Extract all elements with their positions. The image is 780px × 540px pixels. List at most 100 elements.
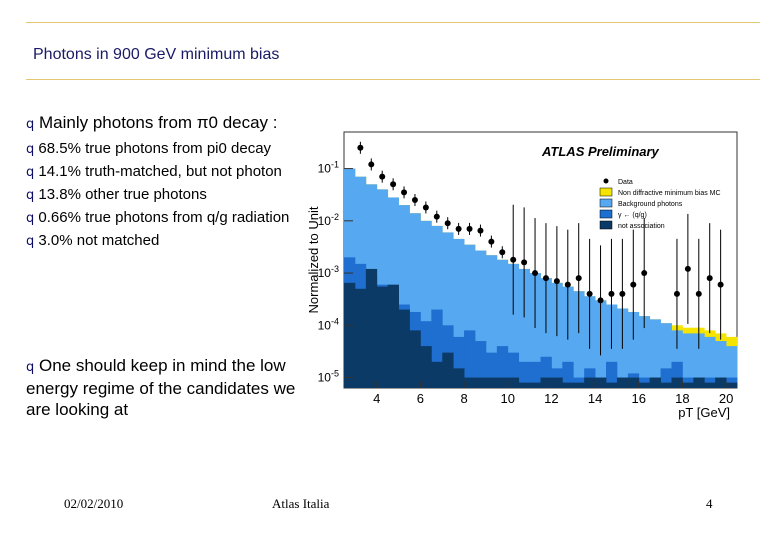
histogram-bar bbox=[693, 333, 705, 388]
y-tick-label: 10-2 bbox=[318, 212, 339, 228]
x-tick-label: 16 bbox=[632, 391, 646, 406]
bullet-mainly-photons: q Mainly photons from π0 decay : bbox=[26, 112, 296, 135]
data-points bbox=[357, 141, 724, 356]
bullet-list: q Mainly photons from π0 decay : q 68.5%… bbox=[26, 112, 296, 253]
histogram-bar bbox=[704, 382, 716, 388]
bullet-mark: q bbox=[26, 360, 35, 375]
histogram-bar bbox=[518, 361, 530, 388]
top-rule bbox=[26, 22, 760, 23]
data-point bbox=[357, 144, 364, 151]
y-tick-label: 10-5 bbox=[318, 369, 339, 385]
histogram-bar bbox=[420, 346, 432, 388]
histogram-bar bbox=[573, 382, 585, 388]
histogram-bar bbox=[529, 361, 541, 388]
histogram-bar bbox=[638, 382, 651, 388]
data-point bbox=[499, 249, 506, 256]
x-tick-label: 4 bbox=[373, 391, 380, 406]
histogram-bar bbox=[453, 238, 465, 388]
legend-label: Background photons bbox=[618, 201, 683, 208]
atlas-label: ATLAS Preliminary bbox=[541, 144, 660, 159]
histogram-bar bbox=[453, 336, 465, 388]
histogram-bar bbox=[529, 273, 541, 388]
bullet-mark: q bbox=[26, 142, 39, 157]
histogram-bar bbox=[354, 288, 367, 388]
histogram-bar bbox=[518, 268, 530, 388]
histogram-bar bbox=[409, 213, 421, 388]
bullet-mark: q bbox=[26, 234, 39, 249]
histogram-bar bbox=[562, 361, 574, 388]
histogram-bar bbox=[485, 377, 498, 388]
legend-swatch bbox=[599, 187, 613, 197]
histogram-bar bbox=[715, 377, 727, 388]
y-tick-label: 10-3 bbox=[318, 264, 339, 280]
histogram-bar bbox=[376, 286, 389, 388]
data-point bbox=[706, 275, 713, 282]
histogram-bar bbox=[496, 346, 509, 388]
data-point bbox=[542, 275, 549, 282]
data-point bbox=[641, 270, 648, 277]
sub-bullet-item: q 3.0% not matched bbox=[26, 230, 296, 253]
legend-swatch bbox=[599, 220, 613, 230]
histogram-bar bbox=[649, 377, 661, 388]
histogram-bar bbox=[485, 352, 498, 388]
data-point bbox=[597, 297, 604, 304]
histogram-bar bbox=[496, 259, 509, 388]
x-tick-label: 18 bbox=[675, 391, 689, 406]
histogram-bar bbox=[726, 346, 738, 388]
bullet-mark: q bbox=[26, 117, 35, 132]
histogram-bar bbox=[627, 311, 640, 388]
x-tick-label: 12 bbox=[544, 391, 558, 406]
histogram-bar bbox=[431, 225, 443, 388]
histogram-bar bbox=[715, 341, 727, 388]
histogram-bar bbox=[660, 368, 672, 388]
data-point bbox=[586, 290, 593, 297]
bullet-mark: q bbox=[26, 188, 39, 203]
histogram-bar bbox=[464, 330, 476, 388]
data-point bbox=[619, 290, 626, 297]
data-point bbox=[553, 278, 560, 285]
data-point bbox=[673, 290, 680, 297]
histogram-bar bbox=[584, 377, 596, 388]
data-point bbox=[717, 281, 724, 288]
footer-page-number: 4 bbox=[706, 496, 713, 511]
slide-title: Photons in 900 GeV minimum bias bbox=[33, 46, 280, 63]
data-point bbox=[466, 225, 473, 232]
bullet-text: Mainly photons from π0 decay : bbox=[39, 113, 278, 132]
data-point bbox=[488, 238, 495, 245]
y-tick-label: 10-1 bbox=[318, 160, 339, 176]
histogram-bar bbox=[627, 377, 640, 388]
bullet-mark: q bbox=[26, 165, 39, 180]
histogram-bar bbox=[562, 382, 574, 388]
data-point bbox=[401, 189, 408, 196]
bullet-mark: q bbox=[26, 211, 39, 226]
legend-swatch bbox=[599, 209, 613, 219]
histogram-bar bbox=[453, 368, 465, 388]
histogram-bar bbox=[540, 356, 552, 388]
histogram-bar bbox=[573, 291, 585, 388]
histogram-bar bbox=[638, 316, 651, 388]
histogram-bar bbox=[475, 341, 487, 388]
data-point bbox=[608, 290, 615, 297]
histogram-bar bbox=[420, 220, 432, 388]
histogram-bar bbox=[344, 282, 356, 388]
histogram-bar bbox=[693, 377, 705, 388]
title-rule bbox=[26, 79, 760, 80]
data-point bbox=[422, 204, 429, 211]
sub-bullet-text: 0.66% true photons from q/g radiation bbox=[38, 209, 290, 226]
legend-label: Non diffractive minimum bias MC bbox=[618, 190, 721, 197]
histogram-bar bbox=[682, 382, 694, 388]
legend-label: Data bbox=[618, 179, 633, 186]
histogram-bar bbox=[595, 377, 607, 388]
legend: Data Non diffractive minimum bias MC Backg… bbox=[599, 178, 721, 230]
legend-swatch bbox=[599, 198, 613, 208]
data-point bbox=[411, 197, 418, 204]
data-point bbox=[379, 173, 386, 180]
histogram-bar bbox=[540, 377, 552, 388]
data-point bbox=[444, 220, 451, 227]
histogram-bar bbox=[660, 382, 672, 388]
chart: 4 6 8 10 12 14 16 18 20 10-1 10-2 10-3 10-4 10-5 ATL… bbox=[306, 131, 738, 420]
x-tick-label: 8 bbox=[460, 391, 467, 406]
sub-bullet-item: q 13.8% other true photons bbox=[26, 184, 296, 207]
data-point bbox=[521, 259, 528, 266]
data-point bbox=[510, 256, 517, 263]
